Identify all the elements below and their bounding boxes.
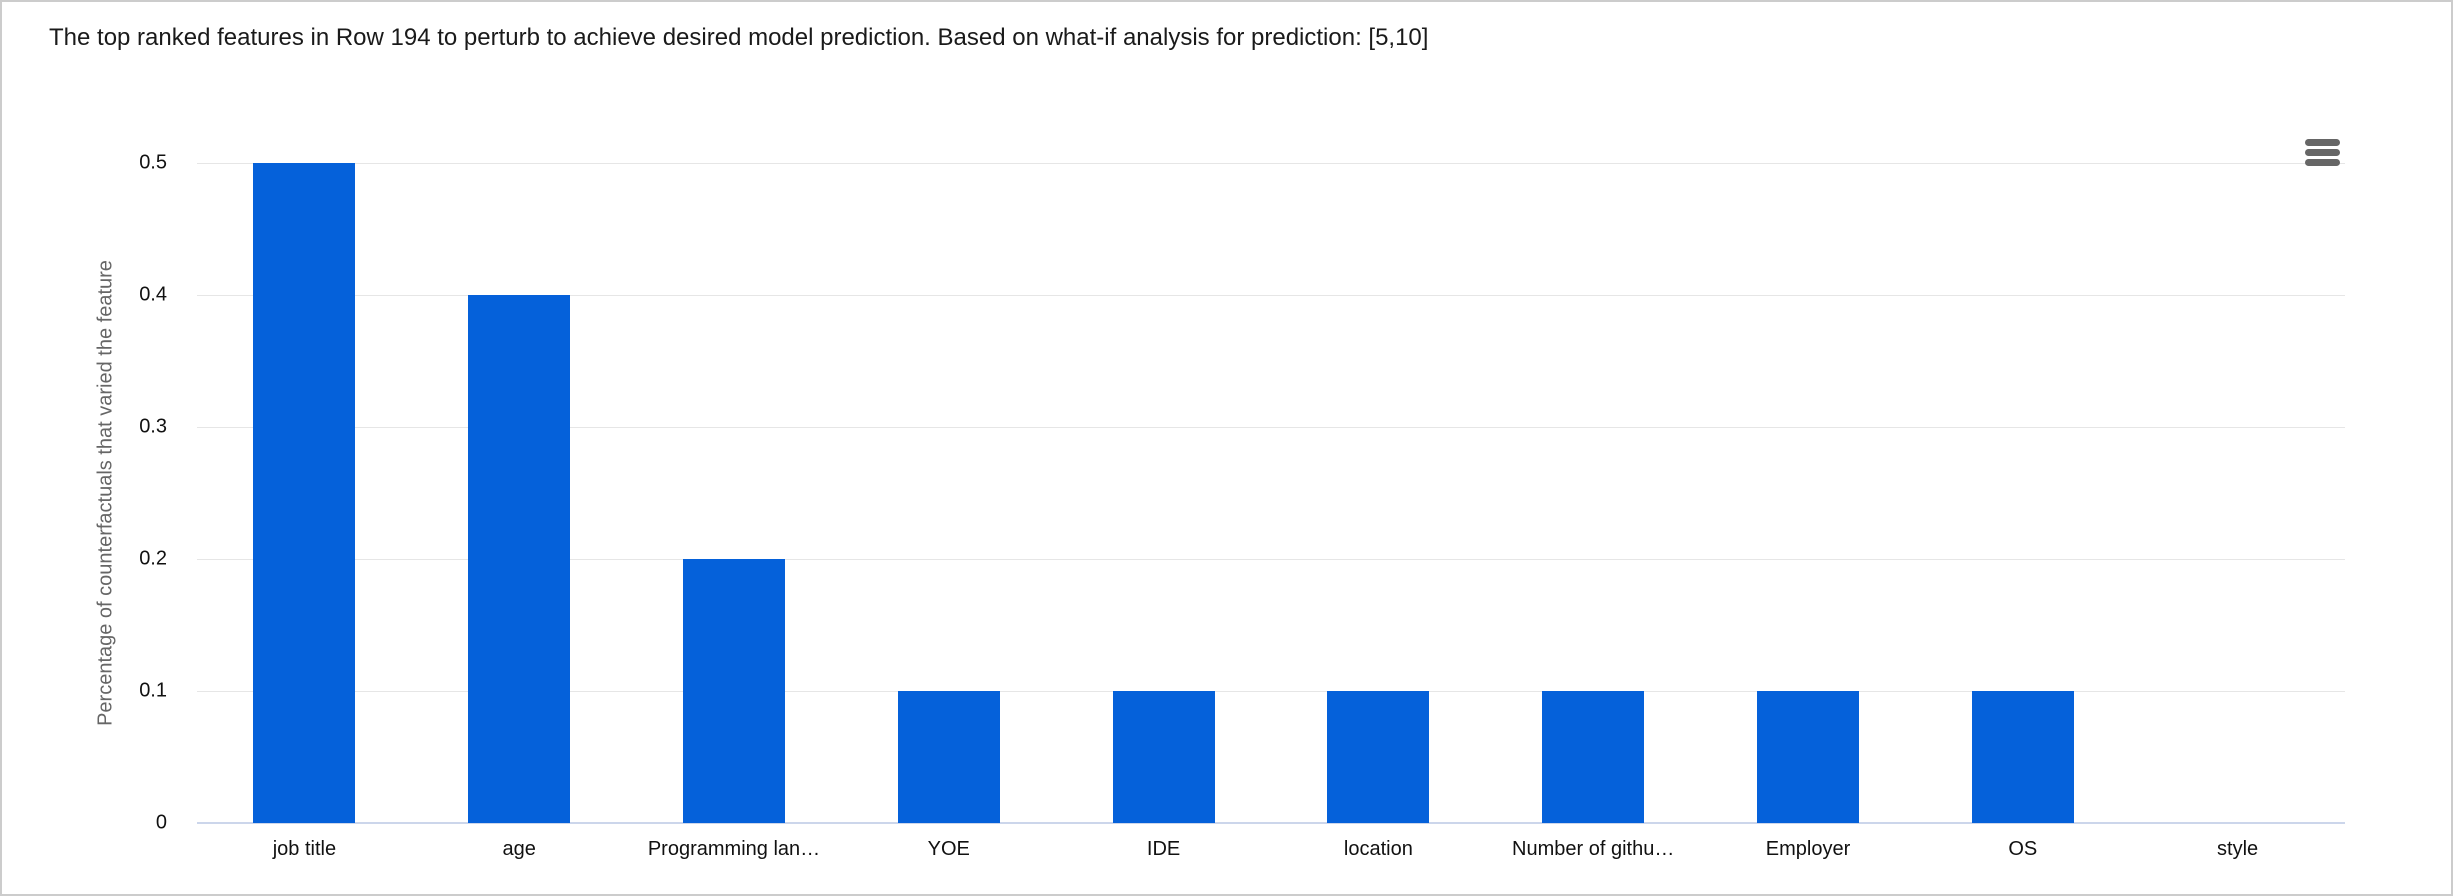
bar-employer[interactable] xyxy=(1757,691,1859,823)
y-tick-label: 0 xyxy=(155,811,167,834)
chart-context-menu-button[interactable] xyxy=(2299,133,2346,172)
x-axis-line xyxy=(197,822,2345,824)
bar-number-of-githu-[interactable] xyxy=(1542,691,1645,823)
x-axis-label: Number of githu… xyxy=(1512,838,1675,860)
y-tick-label: 0.5 xyxy=(139,151,167,174)
bar-ide[interactable] xyxy=(1112,691,1215,823)
bar-yoe[interactable] xyxy=(897,691,1000,823)
x-axis-label: Employer xyxy=(1765,838,1851,860)
x-axis-label: IDE xyxy=(1146,838,1181,860)
hamburger-menu-icon xyxy=(2305,139,2340,146)
x-axis-label: style xyxy=(2217,838,2259,860)
bar-programming-lan-[interactable] xyxy=(683,559,785,823)
x-axis-label: location xyxy=(1343,838,1413,860)
bar-location[interactable] xyxy=(1327,691,1430,823)
bar-job-title[interactable] xyxy=(253,163,356,823)
hamburger-menu-icon xyxy=(2305,149,2340,156)
plot-area xyxy=(197,163,2345,824)
y-axis-title: Percentage of counterfactuals that varie… xyxy=(94,260,117,726)
gridline xyxy=(197,691,2345,692)
bar-os[interactable] xyxy=(1971,691,2074,823)
gridline xyxy=(197,427,2345,428)
gridline xyxy=(197,295,2345,296)
x-axis-label: OS xyxy=(2008,838,2038,860)
x-axis-label: YOE xyxy=(927,838,970,860)
y-tick-label: 0.2 xyxy=(139,547,167,570)
gridline xyxy=(197,163,2345,164)
chart-title: The top ranked features in Row 194 to pe… xyxy=(49,24,1429,51)
x-axis-label: Programming lan… xyxy=(647,838,821,860)
x-axis-label: job title xyxy=(272,838,337,860)
gridline xyxy=(197,559,2345,560)
y-tick-label: 0.1 xyxy=(139,679,167,702)
hamburger-menu-icon xyxy=(2305,159,2340,166)
y-tick-label: 0.4 xyxy=(139,283,167,306)
bar-age[interactable] xyxy=(468,295,571,823)
y-tick-label: 0.3 xyxy=(139,415,167,438)
x-axis-label: age xyxy=(502,838,536,860)
